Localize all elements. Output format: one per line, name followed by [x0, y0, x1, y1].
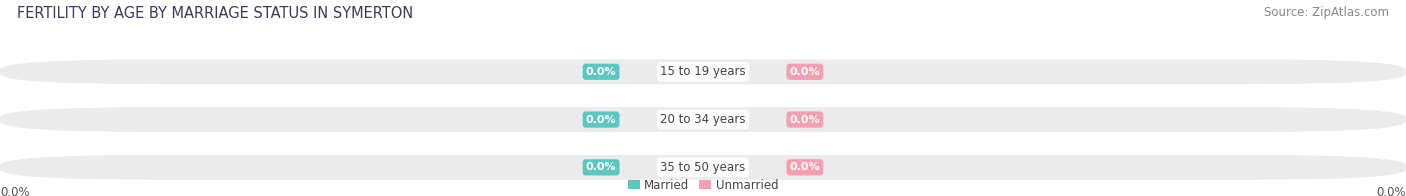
Text: Source: ZipAtlas.com: Source: ZipAtlas.com	[1264, 6, 1389, 19]
Text: 0.0%: 0.0%	[790, 67, 820, 77]
Text: FERTILITY BY AGE BY MARRIAGE STATUS IN SYMERTON: FERTILITY BY AGE BY MARRIAGE STATUS IN S…	[17, 6, 413, 21]
Text: 0.0%: 0.0%	[0, 186, 30, 196]
FancyBboxPatch shape	[0, 155, 1406, 180]
Text: 0.0%: 0.0%	[586, 162, 616, 172]
Text: 0.0%: 0.0%	[586, 114, 616, 125]
Text: 15 to 19 years: 15 to 19 years	[661, 65, 745, 78]
FancyBboxPatch shape	[0, 59, 1406, 84]
Text: 35 to 50 years: 35 to 50 years	[661, 161, 745, 174]
Text: 20 to 34 years: 20 to 34 years	[661, 113, 745, 126]
Text: 0.0%: 0.0%	[1376, 186, 1406, 196]
Text: 0.0%: 0.0%	[790, 162, 820, 172]
Text: 0.0%: 0.0%	[586, 67, 616, 77]
Legend: Married, Unmarried: Married, Unmarried	[628, 179, 778, 192]
FancyBboxPatch shape	[0, 107, 1406, 132]
Text: 0.0%: 0.0%	[790, 114, 820, 125]
